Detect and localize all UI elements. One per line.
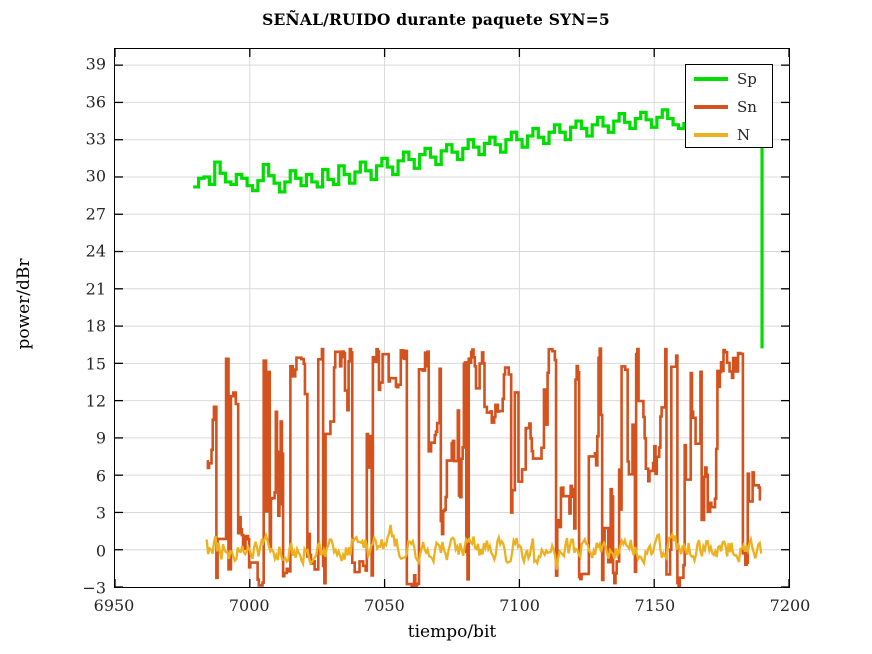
y-tick-label: 12 [85, 391, 106, 411]
y-tick-label: 15 [85, 354, 106, 374]
chart-legend[interactable]: Sp Sn N [685, 64, 773, 148]
legend-item-sn[interactable]: Sn [686, 93, 772, 121]
legend-label-sn: Sn [737, 97, 757, 116]
x-tick-label: 6950 [93, 596, 135, 615]
x-tick-label: 7050 [364, 596, 405, 615]
y-tick-label: 39 [85, 54, 106, 74]
x-tick-label: 7200 [769, 596, 811, 615]
x-axis-title: tiempo/bit [407, 622, 497, 642]
x-axis-tick-labels: 6950 7000 7050 7100 7150 7200 [0, 596, 872, 622]
y-axis-title: power/dBr [14, 258, 34, 350]
series-Sn [207, 349, 761, 587]
x-tick-label: 7150 [634, 596, 676, 615]
y-axis-tick-labels: −3 0 3 6 9 12 15 18 21 24 27 30 33 36 39 [38, 0, 106, 654]
y-tick-label: 0 [95, 541, 106, 561]
y-tick-label: −3 [82, 578, 106, 598]
y-axis-title-wrapper: power/dBr [0, 0, 40, 654]
chart-title: SEÑAL/RUIDO durante paquete SYN=5 [262, 10, 610, 29]
y-tick-label: 27 [85, 204, 106, 224]
y-tick-label: 18 [85, 316, 106, 336]
legend-label-n: N [737, 125, 751, 144]
y-tick-label: 33 [85, 129, 106, 149]
y-tick-label: 21 [85, 279, 106, 299]
legend-label-sp: Sp [737, 69, 757, 88]
y-tick-label: 9 [95, 428, 106, 448]
y-tick-label: 24 [85, 241, 106, 261]
legend-swatch-sp [694, 77, 728, 81]
legend-item-sp[interactable]: Sp [686, 65, 772, 93]
x-tick-label: 7100 [499, 596, 540, 615]
plot-area[interactable] [114, 48, 790, 588]
x-tick-label: 7000 [228, 596, 270, 615]
legend-swatch-sn [694, 105, 728, 109]
plot-svg [115, 49, 789, 587]
y-tick-label: 6 [95, 466, 106, 486]
legend-swatch-n [694, 133, 728, 137]
y-tick-label: 36 [85, 92, 106, 112]
y-tick-label: 3 [95, 503, 106, 523]
legend-item-n[interactable]: N [686, 121, 772, 149]
series-N [207, 525, 762, 570]
series-Sp [193, 110, 762, 349]
y-tick-label: 30 [85, 166, 106, 186]
